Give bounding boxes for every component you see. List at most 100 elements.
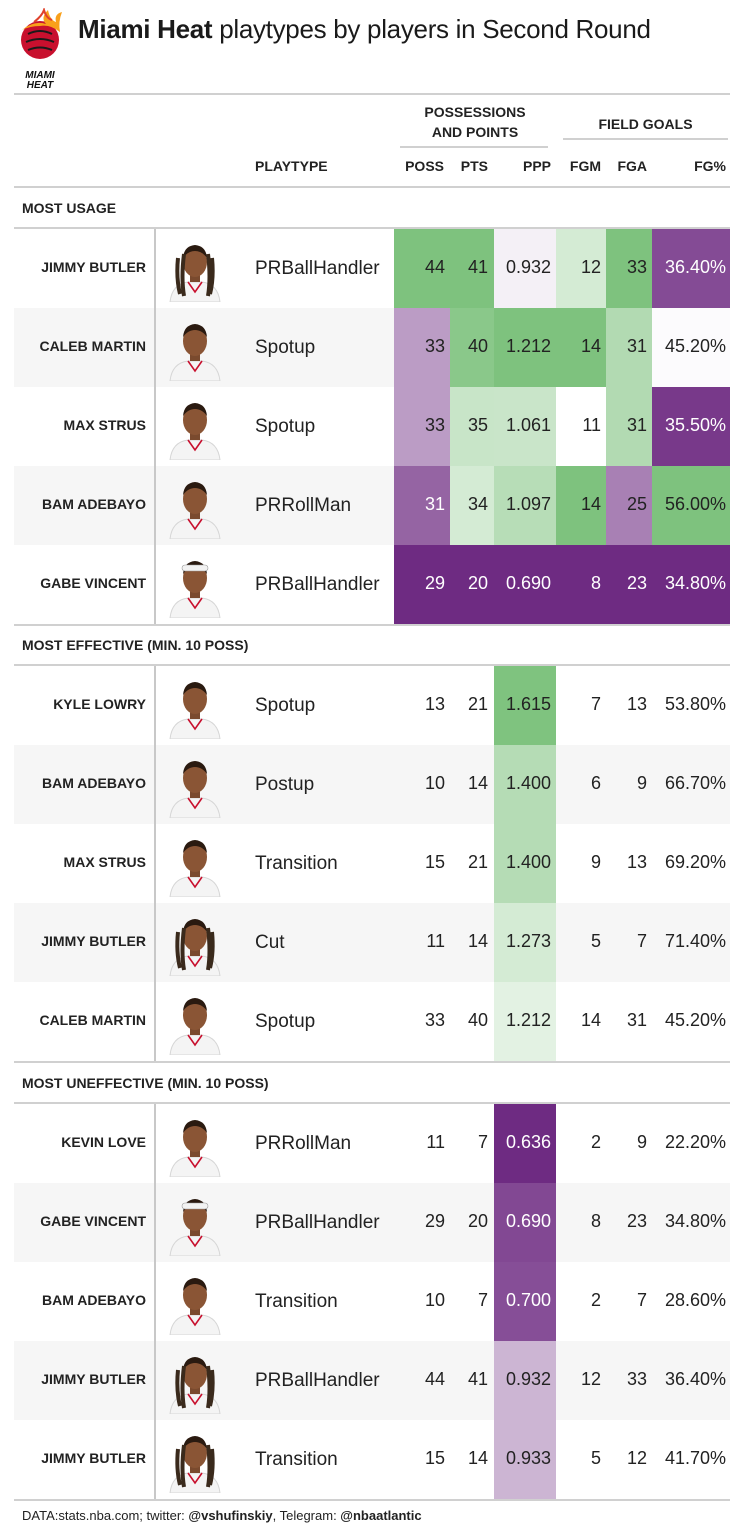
player-separator [154, 308, 156, 387]
value-fgpct: 36.40% [664, 1369, 726, 1389]
footer-twitter: @vshufinskiy [188, 1508, 273, 1523]
value-fga: 23 [626, 1211, 647, 1231]
player-name: MAX STRUS [63, 854, 146, 870]
value-ppp: 1.097 [505, 494, 551, 514]
value-ppp: 1.400 [505, 773, 551, 793]
value-poss: 33 [424, 415, 445, 435]
heat-cell-pts [450, 387, 494, 466]
value-fgpct: 56.00% [664, 494, 726, 514]
table-row: MAX STRUS Transition 15 21 1.400 9 13 69.20% [14, 824, 730, 903]
heat-cell-ppp [494, 1183, 556, 1262]
value-ppp: 1.212 [505, 336, 551, 356]
table-row: JIMMY BUTLER Transition 15 14 0.933 5 12 41.70% [14, 1420, 730, 1499]
chart-title: Miami Heat playtypes by players in Secon… [78, 14, 651, 45]
heat-cell-ppp [494, 466, 556, 545]
player-headshot-icon [166, 313, 224, 382]
player-separator [154, 466, 156, 545]
value-fgm: 14 [580, 1010, 601, 1030]
value-fga: 7 [636, 931, 647, 951]
value-fgpct: 69.20% [664, 852, 726, 872]
player-headshot-icon [166, 234, 224, 303]
value-pts: 7 [477, 1132, 488, 1152]
heat-cell-ppp [494, 1262, 556, 1341]
player-separator [154, 387, 156, 466]
table-row: BAM ADEBAYO Postup 10 14 1.400 6 9 66.70% [14, 745, 730, 824]
row-background [14, 982, 730, 1061]
value-fgm: 9 [590, 852, 601, 872]
group-header-possessions-line1: POSSESSIONS [424, 104, 526, 120]
value-fgpct: 34.80% [664, 1211, 726, 1231]
value-fgm: 5 [590, 1448, 601, 1468]
value-ppp: 1.212 [505, 1010, 551, 1030]
heat-cell-fgpct [652, 387, 730, 466]
table-row: JIMMY BUTLER PRBallHandler 44 41 0.932 12 33 36… [14, 1341, 730, 1420]
value-pts: 20 [467, 573, 488, 593]
col-header-fgpct: FG% [694, 158, 726, 174]
value-fga: 31 [626, 415, 647, 435]
value-ppp: 1.400 [505, 852, 551, 872]
heat-cell-fgm [556, 466, 606, 545]
player-headshot-icon [166, 1188, 224, 1257]
value-ppp: 0.690 [505, 1211, 551, 1231]
heat-cell-fga [606, 387, 652, 466]
value-poss: 31 [424, 494, 445, 514]
value-poss: 13 [424, 694, 445, 714]
value-fgm: 7 [590, 694, 601, 714]
heat-cell-fga [606, 545, 652, 624]
player-headshot-icon [166, 1425, 224, 1494]
value-fgpct: 53.80% [664, 694, 726, 714]
player-name: GABE VINCENT [40, 575, 146, 591]
value-pts: 14 [467, 1448, 488, 1468]
player-separator [154, 745, 156, 824]
col-header-playtype: PLAYTYPE [255, 158, 328, 174]
heat-cell-fga [606, 466, 652, 545]
player-separator [154, 1183, 156, 1262]
player-name: CALEB MARTIN [39, 338, 146, 354]
value-pts: 41 [467, 257, 488, 277]
value-fga: 13 [626, 852, 647, 872]
value-fga: 33 [626, 257, 647, 277]
table-row: KEVIN LOVE PRRollMan 11 7 0.636 2 9 22.20% [14, 1104, 730, 1183]
heat-cell-ppp [494, 1341, 556, 1420]
section-rule [14, 227, 730, 229]
heat-cell-fgpct [652, 545, 730, 624]
heat-cell-ppp [494, 824, 556, 903]
value-fgm: 8 [590, 573, 601, 593]
row-background [14, 1420, 730, 1499]
value-poss: 33 [424, 1010, 445, 1030]
player-name: BAM ADEBAYO [42, 1292, 146, 1308]
col-header-pts: PTS [460, 158, 488, 174]
player-name: JIMMY BUTLER [41, 933, 146, 949]
row-background [14, 903, 730, 982]
heat-cell-pts [450, 229, 494, 308]
heat-cell-fgpct [652, 466, 730, 545]
player-headshot-icon [166, 471, 224, 540]
heat-cell-ppp [494, 982, 556, 1061]
section-end-rule [14, 1061, 730, 1063]
heat-cell-poss [394, 229, 450, 308]
value-pts: 40 [467, 1010, 488, 1030]
player-separator [154, 229, 156, 308]
top-rule [14, 93, 730, 95]
value-poss: 29 [424, 1211, 445, 1231]
player-separator [154, 545, 156, 624]
playtype-label: Spotup [255, 1011, 316, 1032]
value-ppp: 0.932 [505, 257, 551, 277]
col-header-fga: FGA [617, 158, 647, 174]
group-header-possessions-line2: AND POINTS [431, 124, 519, 140]
player-headshot-icon [166, 1267, 224, 1336]
table-row: GABE VINCENT PRBallHandler 29 20 0.690 8 23 34.… [14, 545, 730, 624]
playtype-label: PRBallHandler [255, 1212, 380, 1233]
value-fga: 13 [626, 694, 647, 714]
heat-cell-ppp [494, 308, 556, 387]
value-ppp: 1.273 [505, 931, 551, 951]
heat-cell-fgm [556, 308, 606, 387]
heat-cell-fgpct [652, 229, 730, 308]
table-row: CALEB MARTIN Spotup 33 40 1.212 14 31 45.20% [14, 308, 730, 387]
value-pts: 7 [477, 1290, 488, 1310]
value-fgpct: 22.20% [664, 1132, 726, 1152]
section-end-rule [14, 1499, 730, 1501]
table-row: GABE VINCENT PRBallHandler 29 20 0.690 8 23 34.… [14, 1183, 730, 1262]
section-rule [14, 1102, 730, 1104]
heat-cell-fgm [556, 545, 606, 624]
